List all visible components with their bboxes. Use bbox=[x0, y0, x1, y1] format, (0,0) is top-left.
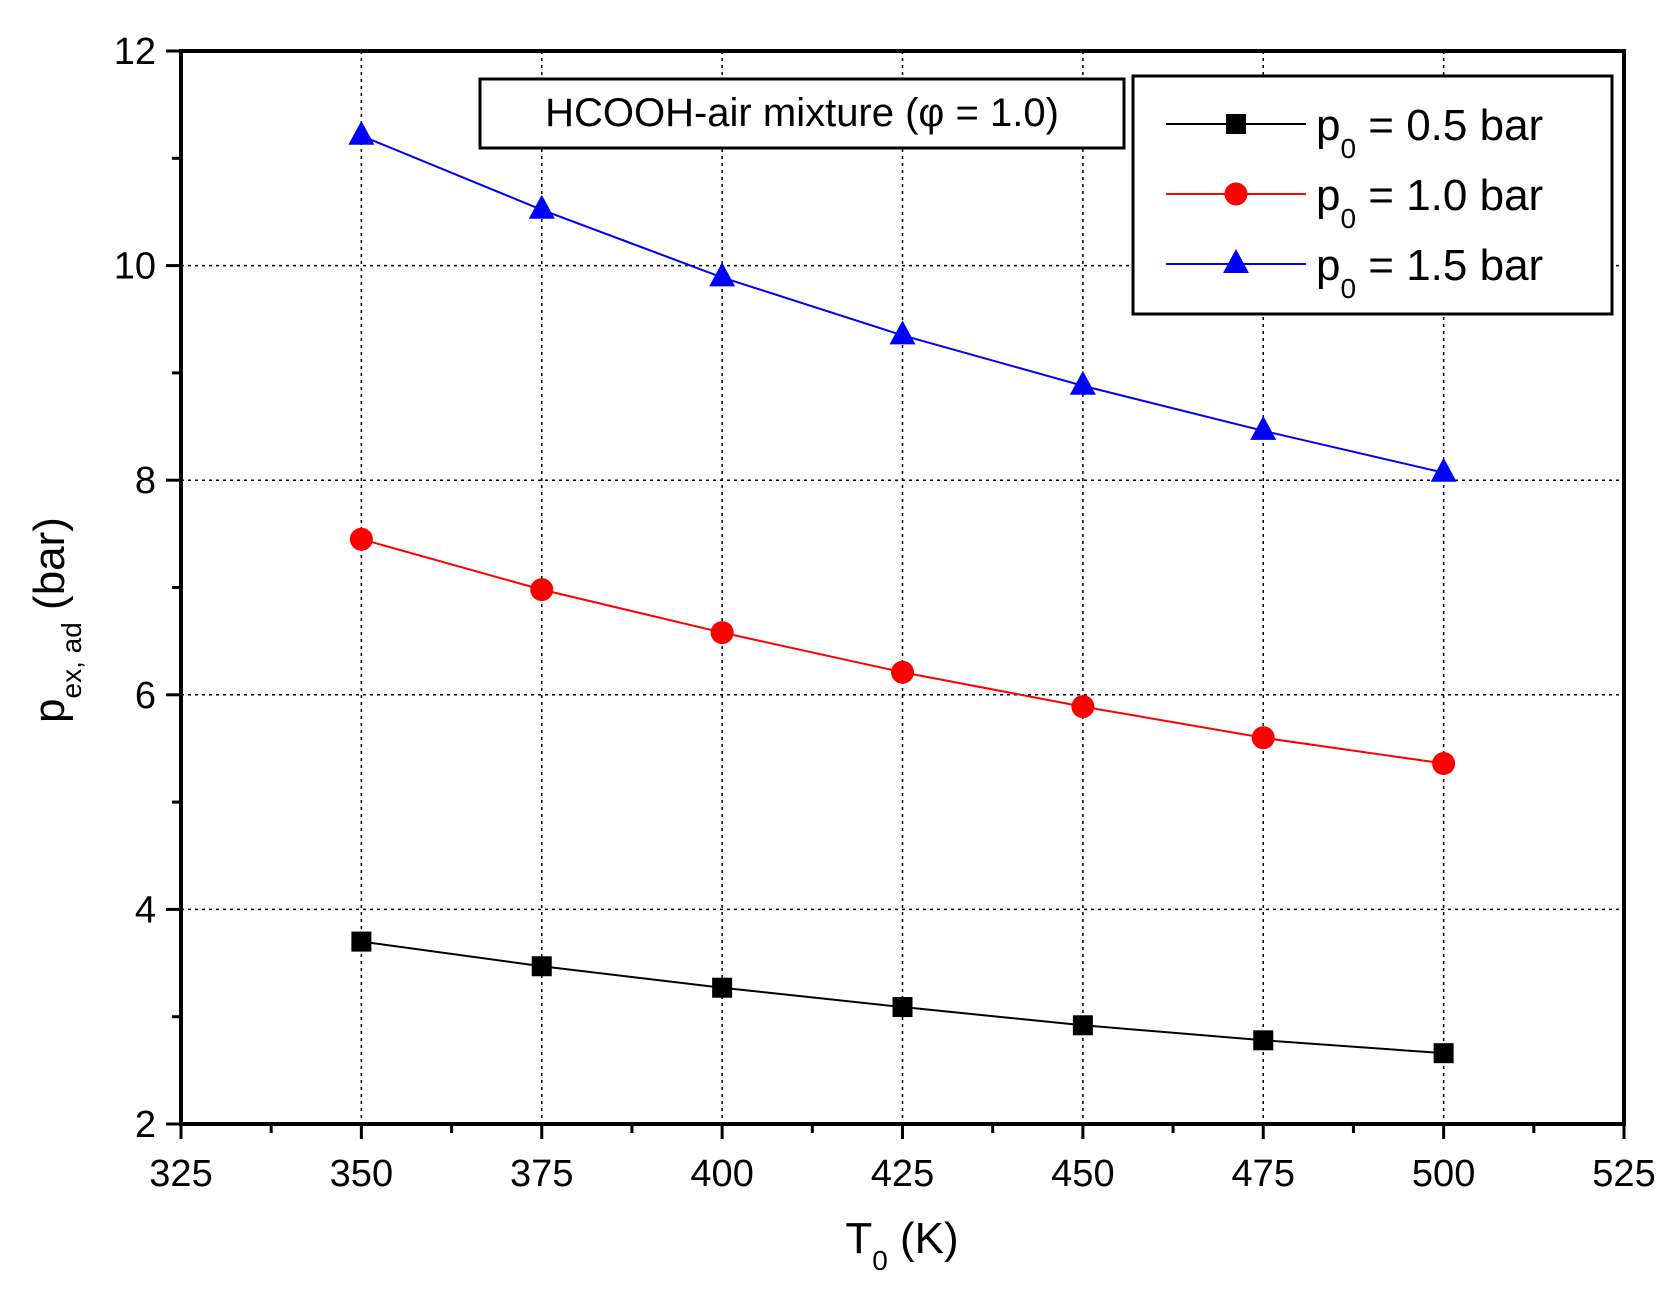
data-point bbox=[1430, 457, 1457, 482]
x-tick-label: 325 bbox=[149, 1153, 212, 1195]
x-axis-title: T0 (K) bbox=[845, 1214, 958, 1276]
y-axis-title-main: p bbox=[25, 698, 74, 722]
legend-marker bbox=[1226, 114, 1246, 134]
data-point bbox=[528, 194, 555, 219]
data-point bbox=[530, 578, 554, 602]
data-point bbox=[349, 527, 373, 551]
axis-ticks: 325 350 375 400 425 450 475 500 525 2 4 6 8 10 12 bbox=[114, 31, 1656, 1195]
x-tick-label: 525 bbox=[1592, 1153, 1655, 1195]
x-tick-label: 375 bbox=[510, 1153, 573, 1195]
legend-label: p0 = 1.0 bar bbox=[1316, 171, 1543, 234]
grid-lines bbox=[181, 51, 1624, 1124]
x-axis-title-main: T bbox=[845, 1214, 872, 1263]
legend-label-main: p bbox=[1316, 241, 1340, 290]
legend-entry-2: p0 = 1.0 bar bbox=[1166, 171, 1543, 234]
x-axis-title-sub: 0 bbox=[872, 1245, 888, 1276]
x-tick-label: 500 bbox=[1412, 1153, 1475, 1195]
data-point bbox=[709, 262, 736, 287]
data-point bbox=[1253, 1030, 1274, 1051]
legend-label-sub: 0 bbox=[1340, 203, 1356, 234]
data-point bbox=[712, 977, 733, 998]
data-point bbox=[1433, 1043, 1454, 1064]
x-tick-label: 400 bbox=[690, 1153, 753, 1195]
legend-label: p0 = 1.5 bar bbox=[1316, 241, 1543, 304]
data-point bbox=[710, 621, 734, 645]
annotation-text: HCOOH-air mixture (φ = 1.0) bbox=[545, 91, 1059, 135]
data-point bbox=[1069, 370, 1096, 395]
data-point bbox=[531, 956, 552, 977]
legend-label-rest: = 1.0 bar bbox=[1356, 171, 1543, 220]
annotation-box: HCOOH-air mixture (φ = 1.0) bbox=[478, 77, 1126, 150]
y-tick-label: 8 bbox=[135, 460, 156, 502]
legend-marker bbox=[1223, 249, 1249, 273]
y-axis-title-unit: (bar) bbox=[25, 517, 74, 622]
data-point bbox=[889, 320, 916, 345]
series-2 bbox=[349, 527, 1456, 775]
legend-label-main: p bbox=[1316, 171, 1340, 220]
legend-label-sub: 0 bbox=[1340, 133, 1356, 164]
series-line bbox=[361, 538, 1444, 765]
data-point bbox=[1432, 751, 1456, 775]
svg-text:pex, ad (bar): pex, ad (bar) bbox=[25, 517, 87, 723]
series-group bbox=[348, 120, 1457, 1064]
svg-text:T0 (K): T0 (K) bbox=[845, 1214, 958, 1276]
data-point bbox=[1251, 726, 1275, 750]
x-tick-label: 425 bbox=[871, 1153, 934, 1195]
x-axis-title-unit: (K) bbox=[888, 1214, 959, 1263]
y-tick-label: 12 bbox=[114, 31, 156, 73]
legend-label-sub: 0 bbox=[1340, 273, 1356, 304]
legend-entry-3: p0 = 1.5 bar bbox=[1166, 241, 1543, 304]
y-tick-label: 10 bbox=[114, 246, 156, 288]
data-point bbox=[1072, 1015, 1093, 1036]
legend-label-main: p bbox=[1316, 101, 1340, 150]
x-tick-label: 475 bbox=[1232, 1153, 1295, 1195]
data-point bbox=[892, 997, 913, 1018]
data-point bbox=[348, 120, 375, 145]
series-1 bbox=[351, 931, 1454, 1064]
data-point bbox=[1250, 415, 1277, 440]
data-point bbox=[1071, 695, 1095, 719]
y-axis-title-sub: ex, ad bbox=[56, 622, 87, 698]
data-point bbox=[351, 931, 372, 952]
legend-label: p0 = 0.5 bar bbox=[1316, 101, 1543, 164]
data-point bbox=[891, 660, 914, 684]
y-tick-label: 6 bbox=[135, 675, 156, 717]
legend-label-rest: = 1.5 bar bbox=[1356, 241, 1543, 290]
series-3 bbox=[348, 120, 1457, 482]
annotation-frame bbox=[478, 77, 1126, 150]
x-tick-label: 350 bbox=[330, 1153, 393, 1195]
legend-entry-1: p0 = 0.5 bar bbox=[1166, 101, 1543, 164]
y-axis-title: pex, ad (bar) bbox=[25, 517, 87, 723]
legend-marker bbox=[1224, 182, 1248, 206]
legend-label-rest: = 0.5 bar bbox=[1356, 101, 1543, 150]
y-tick-label: 2 bbox=[135, 1104, 156, 1146]
x-tick-label: 450 bbox=[1051, 1153, 1114, 1195]
y-tick-label: 4 bbox=[135, 889, 156, 931]
